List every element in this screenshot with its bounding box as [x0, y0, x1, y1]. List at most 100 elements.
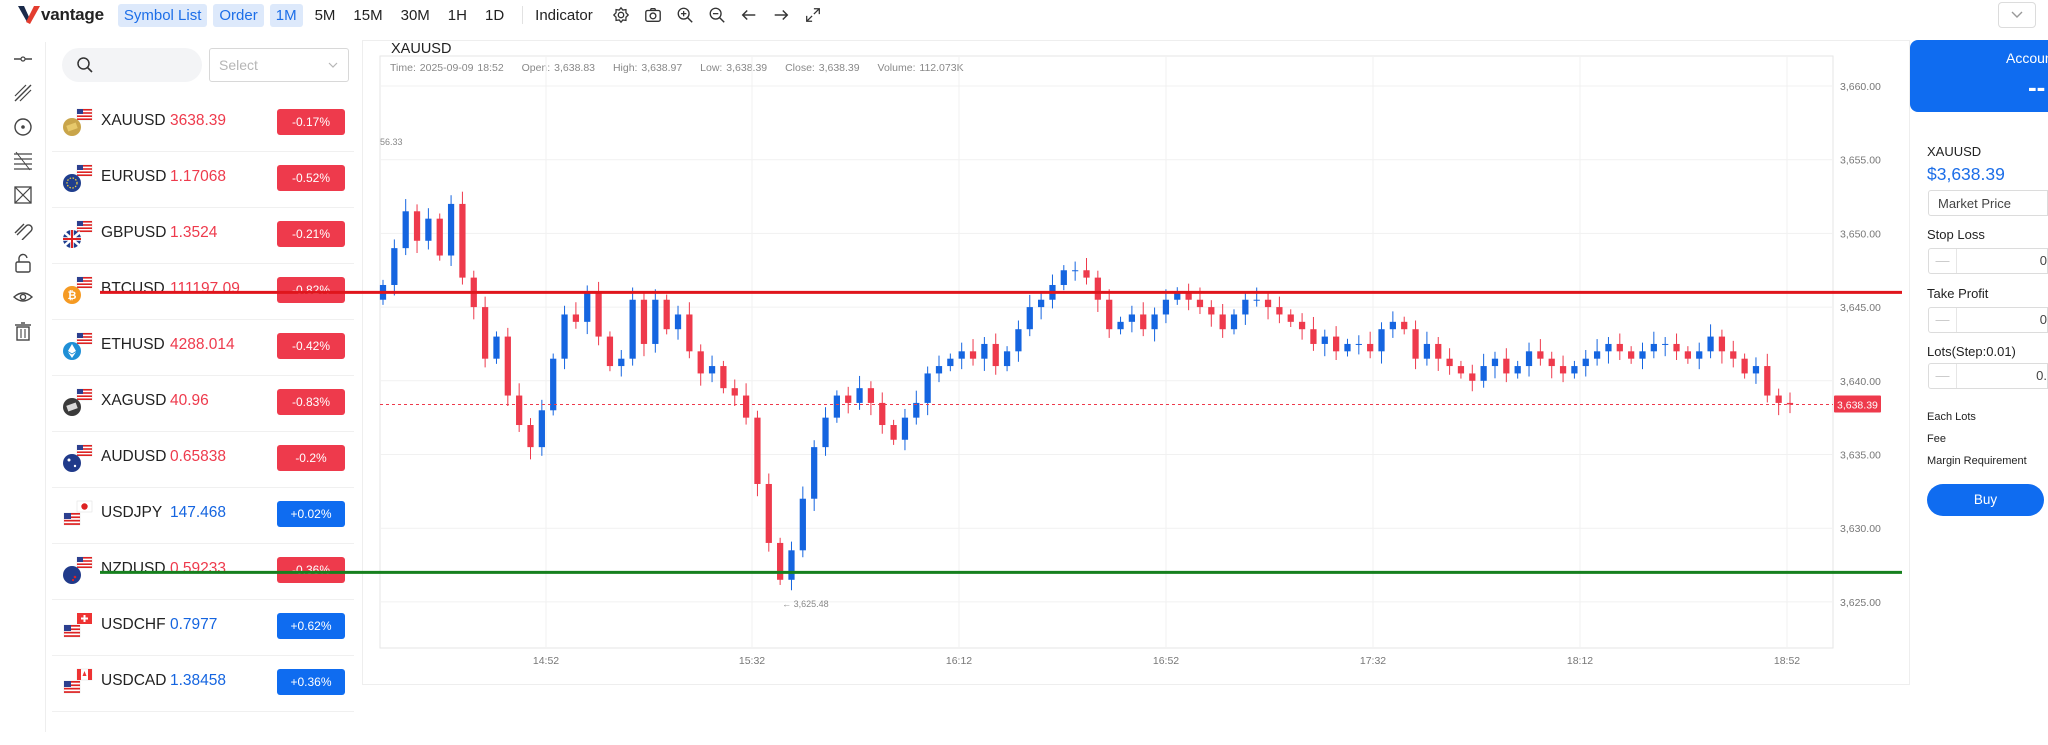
candle	[1525, 351, 1533, 367]
fullscreen-icon[interactable]	[803, 5, 823, 25]
candle	[777, 542, 784, 580]
symbol-row-gbpusd[interactable]: GBPUSD 1.3524 -0.21%	[52, 208, 354, 264]
au-flag-icon	[62, 443, 94, 475]
account-card[interactable]: Accoun --	[1910, 40, 2048, 112]
order-type-select[interactable]: Market Price	[1928, 190, 2048, 216]
candle	[1117, 321, 1124, 330]
candle	[504, 336, 511, 396]
change-badge: -0.42%	[277, 333, 345, 359]
candle	[618, 358, 625, 367]
trash-icon[interactable]	[0, 314, 46, 348]
chart-symbol-title: XAUUSD	[391, 41, 452, 57]
search-icon	[77, 57, 93, 73]
candle	[890, 425, 897, 440]
symbol-price: 40.96	[170, 392, 209, 409]
jp-flag-icon	[62, 499, 94, 531]
candle	[913, 402, 920, 418]
take-profit-field[interactable]: — 0	[1928, 307, 2048, 333]
symbol-name: XAGUSD	[101, 392, 167, 409]
candle	[1321, 336, 1328, 344]
symbol-row-usdcad[interactable]: USDCAD 1.38458 +0.36%	[52, 656, 354, 712]
timeframe-1h[interactable]: 1H	[447, 6, 467, 24]
chart-high: High: 3,638.97	[612, 62, 683, 74]
symbol-row-eurusd[interactable]: EURUSD 1.17068 -0.52%	[52, 152, 354, 208]
arrow-right-icon[interactable]	[771, 5, 791, 25]
x-tick-label: 16:12	[946, 655, 972, 667]
lock-icon[interactable]	[0, 246, 46, 280]
uk-flag-icon	[62, 219, 94, 251]
svg-text:₿: ₿	[68, 289, 77, 302]
indicator-button[interactable]: Indicator	[535, 6, 593, 24]
buy-button[interactable]: Buy	[1927, 484, 2044, 516]
category-select[interactable]: Select	[209, 48, 349, 82]
candle	[663, 299, 670, 330]
chart-ohlc-info: Time: 2025-09-09 18:52 Open: 3,638.83 Hi…	[390, 62, 978, 74]
candle	[981, 343, 988, 359]
top-left-label: 56.33	[380, 137, 403, 147]
symbol-row-usdjpy[interactable]: USDJPY 147.468 +0.02%	[52, 488, 354, 544]
magnet-tool-icon[interactable]	[0, 212, 46, 246]
candle	[413, 211, 421, 241]
stop-loss-field[interactable]: — 0	[1928, 248, 2048, 274]
timeframe-30m[interactable]: 30M	[400, 6, 430, 24]
candle	[572, 314, 580, 322]
candle	[1480, 366, 1487, 381]
change-badge: +0.36%	[277, 669, 345, 695]
zoom-out-icon[interactable]	[707, 5, 727, 25]
symbol-row-ethusd[interactable]: ETHUSD 4288.014 -0.42%	[52, 320, 354, 376]
candle	[1367, 343, 1374, 352]
candle	[867, 388, 875, 403]
eye-icon[interactable]	[0, 280, 46, 314]
stop-loss-minus-button[interactable]: —	[1929, 249, 1957, 273]
stop-loss-label: Stop Loss	[1927, 227, 1985, 242]
timeframe-1m[interactable]: 1M	[269, 3, 303, 27]
candle	[1401, 321, 1408, 330]
chart-container[interactable]	[362, 40, 1910, 685]
order-button[interactable]: Order	[213, 3, 264, 27]
symbol-list-button[interactable]: Symbol List	[117, 3, 208, 27]
lots-field[interactable]: — 0.	[1928, 363, 2048, 389]
timeframe-15m[interactable]: 15M	[353, 6, 383, 24]
candle	[958, 351, 965, 359]
candle	[1072, 270, 1079, 272]
candle	[1378, 329, 1385, 352]
camera-icon[interactable]	[643, 5, 663, 25]
candle	[856, 388, 863, 403]
lots-label: Lots(Step:0.01)	[1927, 344, 2016, 359]
candle	[845, 395, 852, 403]
search-input[interactable]	[62, 48, 202, 82]
candle	[1718, 336, 1726, 352]
symbol-row-xagusd[interactable]: XAGUSD 40.96 -0.83%	[52, 376, 354, 432]
account-value: --	[2028, 72, 2046, 102]
symbol-row-audusd[interactable]: AUDUSD 0.65838 -0.2%	[52, 432, 354, 488]
circle-target-tool-icon[interactable]	[0, 110, 46, 144]
fib-retracement-tool-icon[interactable]	[0, 144, 46, 178]
toolbar-divider	[522, 6, 524, 24]
layout-dropdown[interactable]	[1998, 2, 2036, 28]
timeframe-5m[interactable]: 5M	[314, 6, 336, 24]
lots-minus-button[interactable]: —	[1929, 364, 1957, 388]
settings-gear-icon[interactable]	[611, 5, 631, 25]
candle	[1037, 299, 1045, 308]
chart-close: Close: 3,638.39	[785, 62, 860, 74]
candle	[1469, 373, 1476, 381]
candle	[1684, 351, 1691, 359]
symbol-row-xauusd[interactable]: XAUUSD 3638.39 -0.17%	[52, 96, 354, 152]
candle	[1162, 299, 1170, 315]
zoom-in-icon[interactable]	[675, 5, 695, 25]
candle	[1185, 292, 1192, 300]
candle	[1208, 307, 1215, 315]
candle	[924, 373, 931, 403]
pattern-tool-icon[interactable]	[0, 178, 46, 212]
candle	[1140, 314, 1147, 330]
symbol-name: ETHUSD	[101, 336, 165, 353]
candle	[1730, 351, 1737, 359]
logo-text: vantage	[41, 5, 104, 24]
symbol-row-usdchf[interactable]: USDCHF 0.7977 +0.62%	[52, 600, 354, 656]
take-profit-minus-button[interactable]: —	[1929, 308, 1957, 332]
horizontal-line-tool-icon[interactable]	[0, 42, 46, 76]
trend-line-tool-icon[interactable]	[0, 76, 46, 110]
arrow-left-icon[interactable]	[739, 5, 759, 25]
timeframe-1d[interactable]: 1D	[484, 6, 505, 24]
